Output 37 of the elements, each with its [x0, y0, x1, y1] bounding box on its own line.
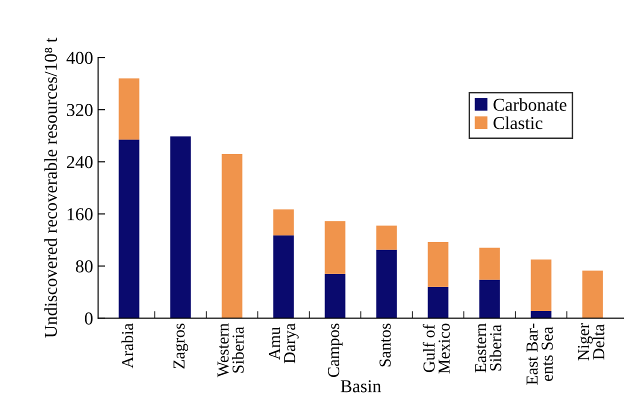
bar	[324, 274, 346, 318]
bar	[118, 140, 140, 318]
x-tick-label: Gulf of Mexico	[422, 324, 450, 374]
bar	[376, 250, 397, 318]
x-axis-title: Basin	[340, 380, 382, 392]
y-tick-label: 160	[68, 208, 93, 220]
bar	[222, 154, 242, 318]
x-tick-label: Amu Darya	[268, 323, 299, 364]
bar	[324, 221, 346, 274]
x-tick-label: Campos	[328, 324, 343, 377]
x-tick-label: Santos	[380, 324, 391, 366]
x-tick-label: Niger Delta	[578, 323, 604, 360]
y-axis-title: Undiscovered recoverable resources/10⁸ t	[44, 38, 57, 338]
x-tick-label: East Bar- ents Sea	[526, 324, 553, 385]
y-tick-label: 400	[66, 52, 93, 64]
y-tick-label: 80	[76, 260, 93, 272]
x-tick-label: Eastern Siberia	[475, 323, 502, 373]
bar	[530, 260, 552, 312]
y-tick-label: 320	[67, 104, 93, 116]
bar	[479, 248, 500, 280]
bar	[428, 242, 448, 287]
legend-label: Carbonate	[494, 98, 566, 111]
y-tick-label: 0	[84, 312, 93, 325]
y-tick-label: 240	[66, 156, 93, 168]
x-tick-label: Zagros	[174, 324, 188, 369]
bar	[273, 209, 294, 236]
bar	[582, 270, 603, 318]
bar	[376, 226, 397, 250]
x-tick-label: Western Siberia	[218, 323, 244, 378]
legend-label: Clastic	[494, 116, 542, 130]
bar	[170, 136, 191, 318]
x-tick-label: Arabia	[121, 323, 134, 368]
bar	[428, 286, 448, 318]
bar	[530, 311, 552, 318]
bar	[479, 280, 500, 318]
bar	[273, 235, 294, 318]
bar	[118, 78, 140, 140]
